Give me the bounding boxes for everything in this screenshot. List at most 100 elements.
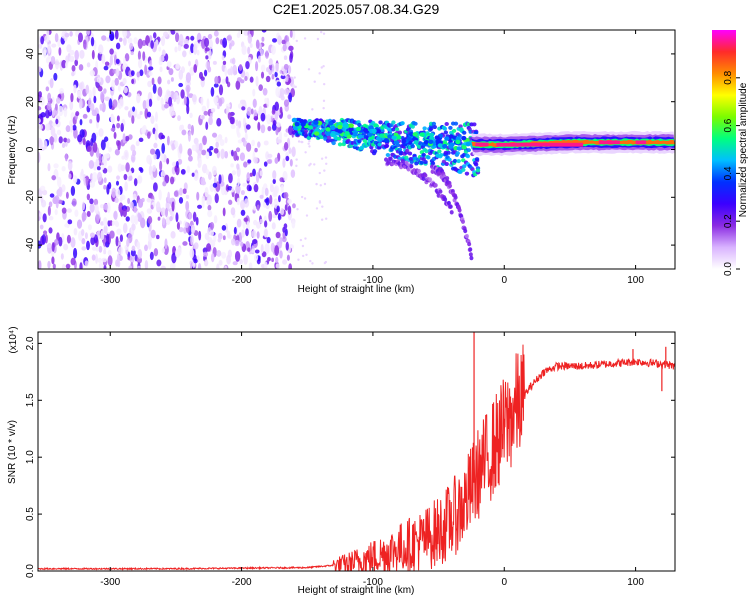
spectrogram-cell (40, 112, 46, 118)
spectrogram-cell (235, 147, 241, 153)
spectrogram-cell (267, 126, 272, 132)
spectrogram-cell (51, 241, 55, 253)
spectrogram-cell (230, 163, 234, 168)
spectrogram-cell (441, 159, 447, 164)
spectrogram-cell (460, 219, 465, 224)
spectrogram-cell (119, 96, 124, 107)
spectrogram-cell (210, 253, 215, 263)
snr-ytick-label: 1.5 (25, 393, 36, 407)
spectrogram-cell (124, 106, 129, 111)
spectrogram-cell (84, 232, 88, 240)
spectrogram-cell (268, 64, 273, 70)
spectrogram-xtick-label: -200 (232, 275, 252, 286)
spectrogram-cell (103, 65, 109, 71)
spectrogram-cell (474, 157, 480, 162)
spectrogram-cell (468, 252, 473, 257)
spectrogram-cell (207, 48, 212, 60)
spectrogram-cell (378, 120, 383, 125)
spectrogram-cell (218, 174, 222, 185)
spectrogram-cell (55, 118, 59, 125)
spectrogram-cell (174, 30, 181, 33)
spectrogram-cell (232, 64, 238, 76)
spectrogram-cell (64, 32, 70, 38)
spectrogram-cell (419, 160, 425, 165)
spectrogram-cell (102, 167, 108, 174)
spectrogram-cell (92, 171, 98, 182)
spectrogram-cell (453, 195, 458, 200)
spectrogram-cell (144, 259, 149, 269)
spectrogram-cell (69, 55, 75, 63)
spectrogram-cell (63, 107, 68, 118)
spectrogram-cell (362, 128, 369, 133)
spectrogram-cell (188, 212, 193, 220)
spectrogram-cell (237, 131, 241, 138)
spectrogram-cell (311, 262, 314, 265)
spectrogram-cell (81, 237, 86, 245)
spectrogram-cell (109, 48, 114, 55)
spectrogram-cell (63, 243, 69, 251)
spectrogram-cell (404, 148, 410, 153)
spectrogram-cell (240, 79, 245, 84)
spectrogram-cell (178, 226, 184, 233)
spectrogram-cell (144, 64, 148, 75)
spectrogram-cell (294, 85, 297, 89)
spectrogram-cell (307, 125, 314, 130)
spectrogram-cell (38, 43, 43, 49)
spectrogram-cell (137, 50, 142, 61)
spectrogram-cell (362, 138, 368, 143)
spectrogram-cell (265, 197, 270, 206)
spectrogram-cell (146, 154, 152, 165)
spectrogram-cell (164, 174, 170, 184)
spectrogram-cell (171, 111, 176, 116)
spectrogram-cell (203, 251, 209, 257)
spectrogram-cell (148, 66, 154, 71)
spectrogram-cell (282, 44, 287, 52)
spectrogram-cell (48, 215, 54, 221)
spectrogram-cell (222, 207, 226, 217)
spectrogram-cell (224, 265, 228, 269)
spectrogram-cell (149, 60, 153, 67)
spectrogram-cell (103, 88, 107, 94)
spectrogram-cell (412, 132, 418, 137)
spectrogram-cell (109, 220, 113, 226)
spectrogram-cell (86, 193, 91, 201)
spectrogram-cell (319, 135, 324, 140)
spectrogram-cell (231, 57, 236, 65)
spectrogram-cell (137, 59, 143, 69)
spectrogram-cell (446, 150, 451, 155)
spectrogram-cell (226, 254, 232, 265)
spectrogram-cell (136, 265, 141, 269)
spectrogram-cell (122, 37, 127, 46)
spectrogram-cell (116, 122, 121, 129)
spectrogram-cell (251, 248, 255, 253)
spectrogram-cell (215, 136, 221, 143)
spectrogram-cell (221, 225, 227, 231)
spectrogram-cell (409, 164, 414, 169)
spectrogram-cell (113, 131, 117, 140)
spectrogram-cell (253, 254, 259, 262)
spectrogram-cell (111, 187, 117, 199)
spectrogram-cell (161, 142, 166, 154)
spectrogram-cell (275, 231, 281, 239)
spectrogram-cell (257, 55, 262, 63)
spectrogram-cell (439, 152, 444, 157)
spectrogram-cell (344, 131, 350, 136)
spectrogram-cell (367, 132, 373, 137)
spectrogram-cell (221, 251, 227, 259)
spectrogram-cell (186, 165, 191, 173)
spectrogram-cell (268, 210, 273, 222)
spectrogram-cell (176, 221, 180, 230)
spectrogram-cell (142, 51, 146, 62)
spectrogram-cell (52, 263, 56, 269)
spectrogram-cell (394, 127, 400, 132)
spectrogram-cell (74, 59, 79, 67)
spectrogram-cell (189, 112, 193, 119)
spectrogram-cell (265, 75, 271, 83)
spectrogram-cell (130, 249, 136, 257)
spectrogram-marks (38, 30, 675, 269)
spectrogram-cell (263, 140, 269, 146)
spectrogram-cell (264, 187, 269, 197)
spectrogram-cell (40, 96, 45, 106)
spectrogram-cell (284, 204, 288, 211)
spectrogram-cell (258, 84, 263, 92)
